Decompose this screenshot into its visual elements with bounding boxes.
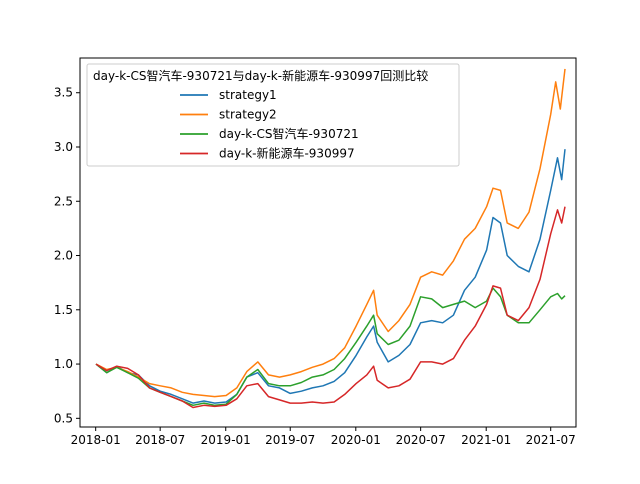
- y-tick-label: 1.5: [54, 303, 73, 317]
- legend-label-1: strategy1: [219, 88, 277, 102]
- x-tick-label: 2020-01: [331, 433, 381, 447]
- y-tick-label: 3.0: [54, 140, 73, 154]
- x-tick-label: 2021-07: [526, 433, 576, 447]
- legend-label-3: day-k-CS智汽车-930721: [219, 126, 359, 141]
- legend-label-2: strategy2: [219, 108, 277, 122]
- x-axis: 2018-01 2018-07 2019-01 2019-07 2020-01 2020-…: [71, 427, 576, 447]
- x-tick-label: 2018-07: [135, 433, 185, 447]
- y-tick-label: 2.0: [54, 249, 73, 263]
- y-tick-label: 0.5: [54, 411, 73, 425]
- series-line-1: [95, 149, 566, 404]
- legend-label-4: day-k-新能源车-930997: [219, 146, 355, 161]
- y-tick-label: 3.5: [54, 86, 73, 100]
- legend-title: day-k-CS智汽车-930721与day-k-新能源车-930997回测比较: [93, 68, 428, 83]
- x-tick-label: 2021-01: [461, 433, 511, 447]
- y-axis: 0.5 1.0 1.5 2.0 2.5 3.0 3.5: [54, 86, 80, 425]
- legend-box: [86, 63, 460, 167]
- series-line-2: [95, 68, 566, 398]
- x-tick-label: 2018-01: [71, 433, 121, 447]
- legend-entries: strategy1 strategy2 day-k-CS智汽车-930721 day-…: [180, 88, 359, 161]
- x-tick-label: 2019-01: [201, 433, 251, 447]
- plot-frame: [79, 57, 577, 428]
- series-line-4: [95, 206, 566, 409]
- x-tick-label: 2020-07: [396, 433, 446, 447]
- x-tick-label: 2019-07: [265, 433, 315, 447]
- y-tick-label: 2.5: [54, 194, 73, 208]
- series-layer: [95, 68, 566, 409]
- legend: day-k-CS智汽车-930721与day-k-新能源车-930997回测比较…: [86, 63, 460, 167]
- y-tick-label: 1.0: [54, 357, 73, 371]
